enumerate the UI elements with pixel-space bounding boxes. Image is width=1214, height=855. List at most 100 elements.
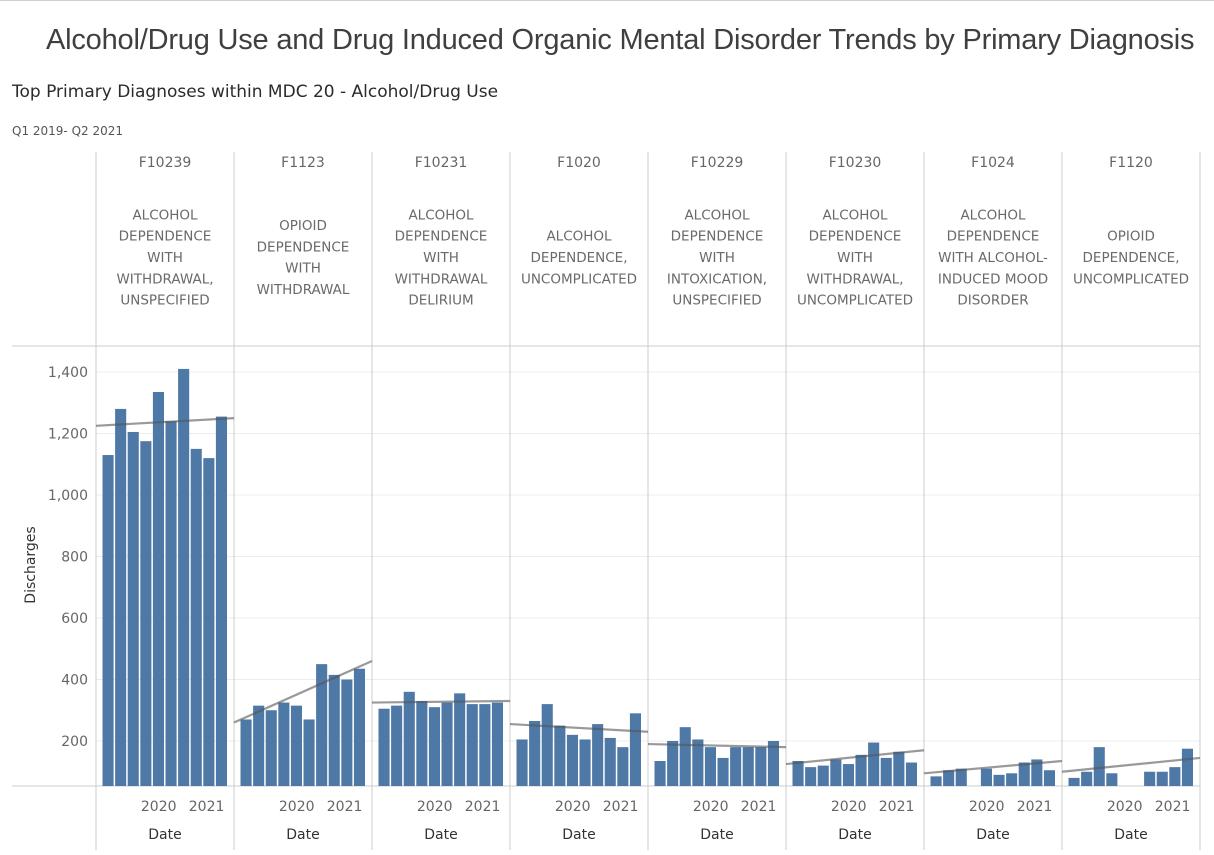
x-axis-title: Date xyxy=(148,827,181,843)
panel-description-line: DEPENDENCE xyxy=(809,229,902,245)
bar xyxy=(328,674,340,786)
x-tick-label: 2021 xyxy=(465,799,501,815)
bar xyxy=(1181,748,1193,786)
bar xyxy=(466,704,478,786)
panel-description-line: OPIOID xyxy=(279,218,327,234)
bar xyxy=(290,705,302,786)
bar xyxy=(378,708,390,786)
bar xyxy=(253,705,265,786)
bar xyxy=(316,664,328,786)
bar xyxy=(353,668,365,786)
panel-description-line: UNCOMPLICATED xyxy=(1073,271,1189,287)
bar xyxy=(830,759,842,786)
panel-description-line: ALCOHOL xyxy=(546,229,612,245)
x-axis-title: Date xyxy=(562,827,595,843)
bar xyxy=(165,421,177,786)
bar xyxy=(1043,770,1055,786)
panel-code-label: F1120 xyxy=(1109,155,1153,171)
panel-description-line: UNSPECIFIED xyxy=(120,293,209,309)
trend-line xyxy=(371,699,511,704)
bar xyxy=(868,742,880,786)
panel-description-line: WITH ALCOHOL- xyxy=(938,250,1048,266)
bar xyxy=(943,770,955,786)
bar xyxy=(278,702,290,786)
panel-description-line: DEPENDENCE, xyxy=(1083,250,1180,266)
panel-description-line: DEPENDENCE xyxy=(257,239,350,255)
bar xyxy=(980,768,992,786)
x-tick-label: 2020 xyxy=(417,799,453,815)
bar xyxy=(403,691,415,786)
panel-description-line: WITHDRAWAL, xyxy=(116,271,213,287)
x-tick-label: 2020 xyxy=(141,799,177,815)
panel-description-line: WITHDRAWAL xyxy=(257,282,350,298)
panel-description-line: DEPENDENCE, xyxy=(531,250,628,266)
y-axis-title: Discharges xyxy=(23,526,39,603)
bar xyxy=(265,710,277,786)
panel-description-line: WITH xyxy=(423,250,459,266)
panel-description-line: ALCOHOL xyxy=(960,207,1026,223)
panel-code-label: F1020 xyxy=(557,155,601,171)
trend-line xyxy=(95,417,235,427)
bar xyxy=(667,741,679,786)
bar xyxy=(1018,762,1030,786)
panel-code-label: F10239 xyxy=(139,155,192,171)
top-border xyxy=(0,0,1214,1)
trend-line xyxy=(647,742,787,749)
bar xyxy=(516,739,528,786)
date-range-caption: Q1 2019- Q2 2021 xyxy=(12,124,124,138)
bar xyxy=(1106,773,1118,786)
x-tick-label: 2020 xyxy=(555,799,591,815)
bar xyxy=(152,391,164,786)
bar xyxy=(1031,759,1043,786)
bar xyxy=(579,739,591,786)
x-tick-label: 2021 xyxy=(741,799,777,815)
bar xyxy=(203,458,215,786)
chart-subtitle: Top Primary Diagnoses within MDC 20 - Al… xyxy=(12,82,499,102)
panel-description-line: WITHDRAWAL, xyxy=(806,271,903,287)
y-tick-label: 600 xyxy=(61,611,88,627)
bar xyxy=(955,768,967,786)
x-axis-title: Date xyxy=(700,827,733,843)
bar xyxy=(554,725,566,786)
bar xyxy=(880,757,892,786)
panel-description-line: WITHDRAWAL xyxy=(395,271,488,287)
bar xyxy=(1093,747,1105,786)
bar xyxy=(767,741,779,786)
bar xyxy=(491,702,503,786)
panel-description-line: WITH xyxy=(699,250,735,266)
bar xyxy=(629,713,641,786)
panel-description-line: DEPENDENCE xyxy=(671,229,764,245)
trend-line xyxy=(509,722,649,733)
bar xyxy=(1081,771,1093,786)
bar xyxy=(742,747,754,786)
panel-description-line: INDUCED MOOD xyxy=(938,271,1048,287)
bar xyxy=(817,765,829,786)
bar xyxy=(127,431,139,786)
panel-description-line: DISORDER xyxy=(957,293,1028,309)
x-tick-label: 2021 xyxy=(1017,799,1053,815)
bar xyxy=(930,776,942,786)
bar xyxy=(1068,777,1080,786)
bar xyxy=(341,679,353,786)
y-tick-label: 1,400 xyxy=(48,365,88,381)
bar xyxy=(454,693,466,786)
bar xyxy=(115,408,127,786)
x-axis-title: Date xyxy=(1114,827,1147,843)
x-tick-label: 2021 xyxy=(879,799,915,815)
x-tick-label: 2020 xyxy=(693,799,729,815)
panel-code-label: F10230 xyxy=(829,155,882,171)
panel-description-line: DEPENDENCE xyxy=(395,229,488,245)
bar xyxy=(140,441,152,786)
bar xyxy=(479,704,491,786)
bar xyxy=(692,739,704,786)
panel-code-label: F1123 xyxy=(281,155,325,171)
bar xyxy=(993,774,1005,786)
bar xyxy=(541,704,553,786)
x-axis-title: Date xyxy=(838,827,871,843)
x-tick-label: 2020 xyxy=(831,799,867,815)
x-tick-label: 2020 xyxy=(1107,799,1143,815)
bar xyxy=(679,727,691,786)
panel-description-line: UNCOMPLICATED xyxy=(521,271,637,287)
bar xyxy=(905,762,917,786)
